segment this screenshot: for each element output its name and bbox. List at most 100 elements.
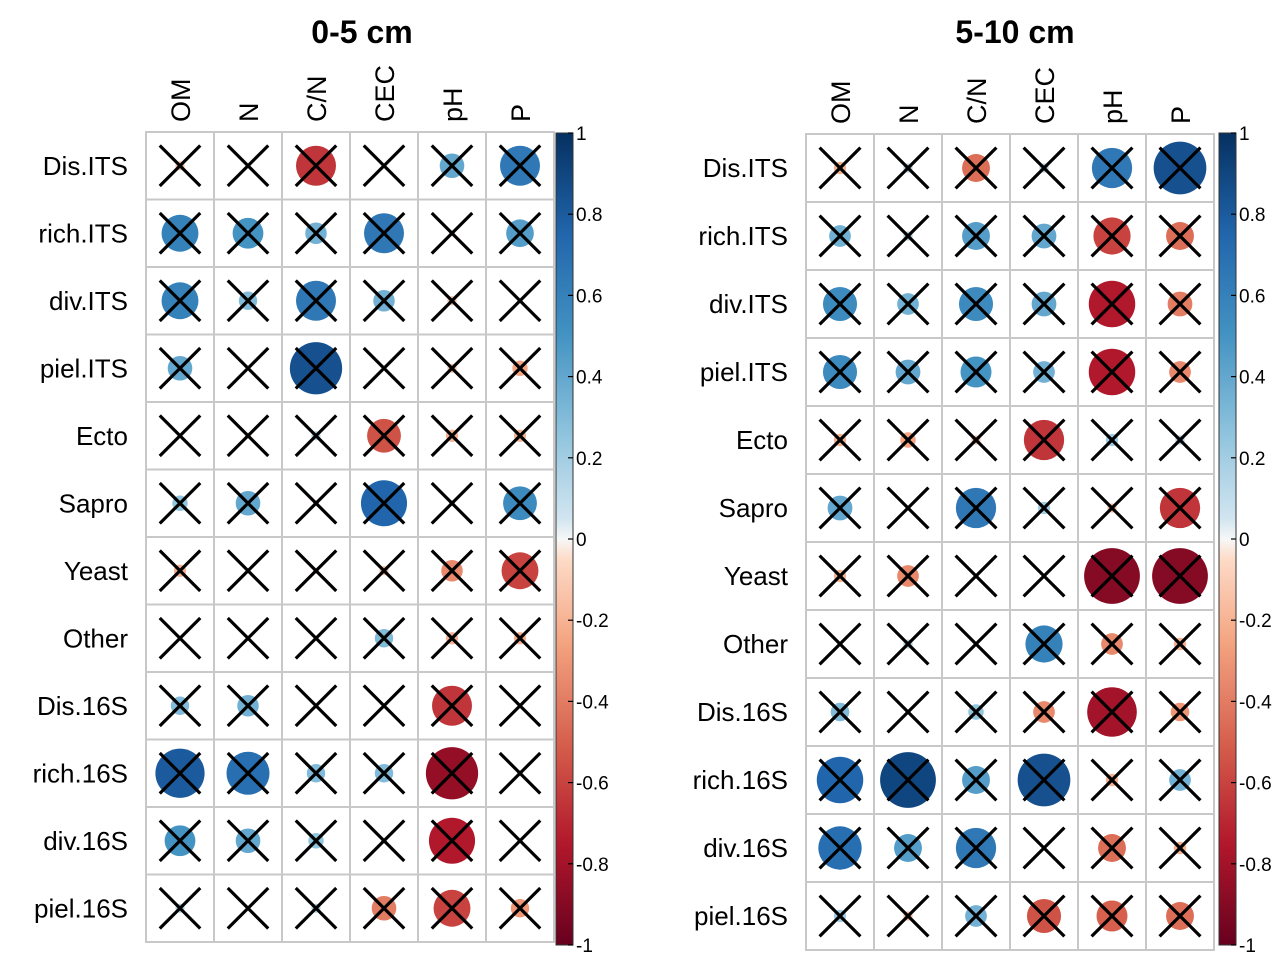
cross-mark	[1022, 554, 1066, 598]
heatmap-cell	[805, 337, 875, 407]
heatmap-cell	[349, 738, 419, 808]
heatmap-cell	[485, 671, 555, 741]
cross-mark	[1158, 350, 1202, 394]
heatmap-cell	[873, 269, 943, 339]
cross-mark	[498, 684, 542, 728]
cross-mark	[1158, 146, 1202, 190]
cross-mark	[818, 894, 862, 938]
column-label: OM	[826, 81, 856, 125]
heatmap-cell	[485, 536, 555, 606]
colorbar-tick-label: 0.8	[576, 205, 602, 226]
heatmap-cell	[213, 873, 283, 943]
heatmap-cell	[1145, 201, 1215, 271]
colorbar-tick-label: 0.6	[1239, 286, 1265, 307]
cross-mark	[818, 826, 862, 870]
heatmap-cell	[1145, 881, 1215, 951]
column-label: N	[234, 103, 264, 123]
heatmap-cell	[145, 536, 215, 606]
cross-mark	[1158, 622, 1202, 666]
heatmap-cell	[145, 806, 215, 876]
cross-mark	[886, 418, 930, 462]
cross-mark	[1158, 554, 1202, 598]
cross-mark	[430, 751, 474, 795]
heatmap-cell	[213, 806, 283, 876]
heatmap-cell	[1077, 133, 1147, 203]
cell-border	[1077, 133, 1147, 203]
heatmap-cell	[281, 131, 351, 201]
cross-mark	[362, 279, 406, 323]
cross-mark	[1090, 282, 1134, 326]
heatmap-cell	[1077, 609, 1147, 679]
cross-mark	[886, 554, 930, 598]
heatmap-cell	[349, 401, 419, 471]
heatmap-cell	[1077, 813, 1147, 883]
heatmap-cell	[805, 133, 875, 203]
heatmap-cell	[349, 806, 419, 876]
panel-title: 0-5 cm	[311, 14, 412, 50]
cross-mark	[294, 819, 338, 863]
heatmap-cell	[417, 738, 487, 808]
cross-mark	[362, 414, 406, 458]
heatmap-cell	[145, 266, 215, 336]
heatmap-cell	[349, 198, 419, 268]
cross-mark	[954, 486, 998, 530]
heatmap-cell	[941, 881, 1011, 951]
heatmap-cell	[873, 337, 943, 407]
colorbar-tick-label: 0	[576, 530, 587, 551]
heatmap-cell	[485, 873, 555, 943]
heatmap-cell	[941, 405, 1011, 475]
heatmap-cell	[485, 401, 555, 471]
cross-mark	[954, 146, 998, 190]
row-label: piel.ITS	[40, 353, 128, 383]
heatmap-cell	[349, 333, 419, 403]
row-label: piel.16S	[34, 893, 128, 923]
row-label: Yeast	[724, 561, 789, 591]
cross-mark	[1090, 146, 1134, 190]
cells	[805, 133, 1215, 951]
column-label: P	[1166, 106, 1196, 124]
row-label: Sapro	[59, 488, 128, 518]
heatmap-cell	[873, 133, 943, 203]
cross-mark	[430, 819, 474, 863]
colorbar-tick-label: -0.2	[576, 611, 609, 632]
cross-mark	[1158, 418, 1202, 462]
cross-mark	[954, 894, 998, 938]
colorbar-tick-label: -1	[1239, 936, 1256, 957]
heatmap-cell	[941, 269, 1011, 339]
colorbar: 1 0.8 0.6 0.4 0.2 0 -0.2 -0.4 -0.6 -0.8 -1	[555, 124, 609, 957]
cross-mark	[294, 346, 338, 390]
cross-mark	[430, 549, 474, 593]
colorbar-tick-label: -0.2	[1239, 611, 1272, 632]
colorbar: 1 0.8 0.6 0.4 0.2 0 -0.2 -0.4 -0.6 -0.8 -1	[1218, 124, 1272, 957]
heatmap-cell	[417, 603, 487, 673]
heatmap-cell	[485, 333, 555, 403]
heatmap-cell	[349, 671, 419, 741]
colorbar-tick-label: 0.4	[1239, 368, 1266, 389]
heatmap-cell	[213, 738, 283, 808]
cross-mark	[886, 350, 930, 394]
cross-mark	[294, 414, 338, 458]
colorbar-tick-label: -0.8	[1239, 855, 1272, 876]
heatmap-cell	[873, 609, 943, 679]
heatmap-cell	[349, 468, 419, 538]
heatmap-cell	[417, 806, 487, 876]
cross-mark	[1158, 282, 1202, 326]
cross-mark	[1022, 690, 1066, 734]
cross-mark	[1090, 214, 1134, 258]
colorbar-tick-label: 0	[1239, 530, 1250, 551]
colorbar-tick-label: 1	[576, 124, 587, 145]
heatmap-cell	[873, 405, 943, 475]
heatmap-cell	[281, 671, 351, 741]
heatmap-cell	[1009, 677, 1079, 747]
heatmap-cell	[1077, 405, 1147, 475]
heatmap-cell	[941, 133, 1011, 203]
colorbar-tick-label: -0.6	[1239, 774, 1272, 795]
heatmap-cell	[1077, 337, 1147, 407]
cross-mark	[954, 622, 998, 666]
row-label: piel.16S	[694, 901, 788, 931]
heatmap-cell	[213, 468, 283, 538]
cross-mark	[886, 146, 930, 190]
cross-mark	[954, 214, 998, 258]
colorbar-tick-label: 0.4	[576, 368, 603, 389]
cross-mark	[430, 346, 474, 390]
